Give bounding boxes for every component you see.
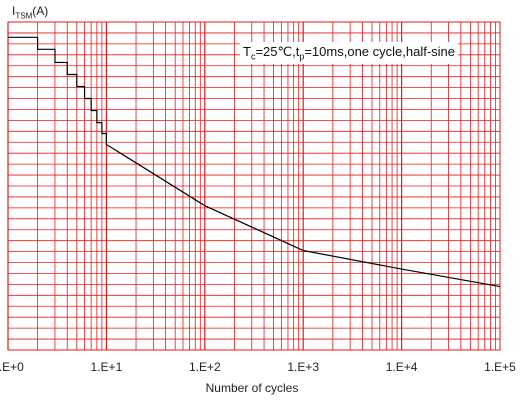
y-axis-label-unit: (A) [32, 4, 49, 18]
x-axis-label: Number of cycles [206, 381, 299, 395]
annotation-sub-0: c [250, 51, 256, 62]
x-tick-label: 1.E+1 [91, 360, 123, 374]
y-axis-label: ITSM(A) [12, 4, 48, 20]
x-tick-label: 1.E+2 [189, 360, 221, 374]
plot-frame [7, 21, 501, 351]
grid [7, 21, 500, 351]
x-tick-label: 1.E+4 [386, 360, 418, 374]
y-axis-label-sub: TSM [15, 11, 33, 21]
chart-annotation: Tc=25℃,tp=10ms,one cycle,half-sine [240, 42, 459, 64]
x-tick-label: 1.E+3 [287, 360, 319, 374]
annotation-part-2: =10ms,one cycle,half-sine [304, 44, 456, 59]
x-tick-labels: 1.E+0 1.E+1 1.E+2 1.E+3 1.E+4 1.E+5 [0, 360, 516, 374]
annotation-part-0: T [243, 44, 251, 59]
series-line [8, 36, 501, 288]
annotation-sub-1: p [299, 51, 305, 62]
x-tick-label: 1.E+5 [484, 360, 516, 374]
x-tick-label: 1.E+0 [0, 360, 24, 374]
annotation-part-1: =25℃,t [255, 44, 300, 59]
y-axis-label-main: I [12, 4, 16, 18]
